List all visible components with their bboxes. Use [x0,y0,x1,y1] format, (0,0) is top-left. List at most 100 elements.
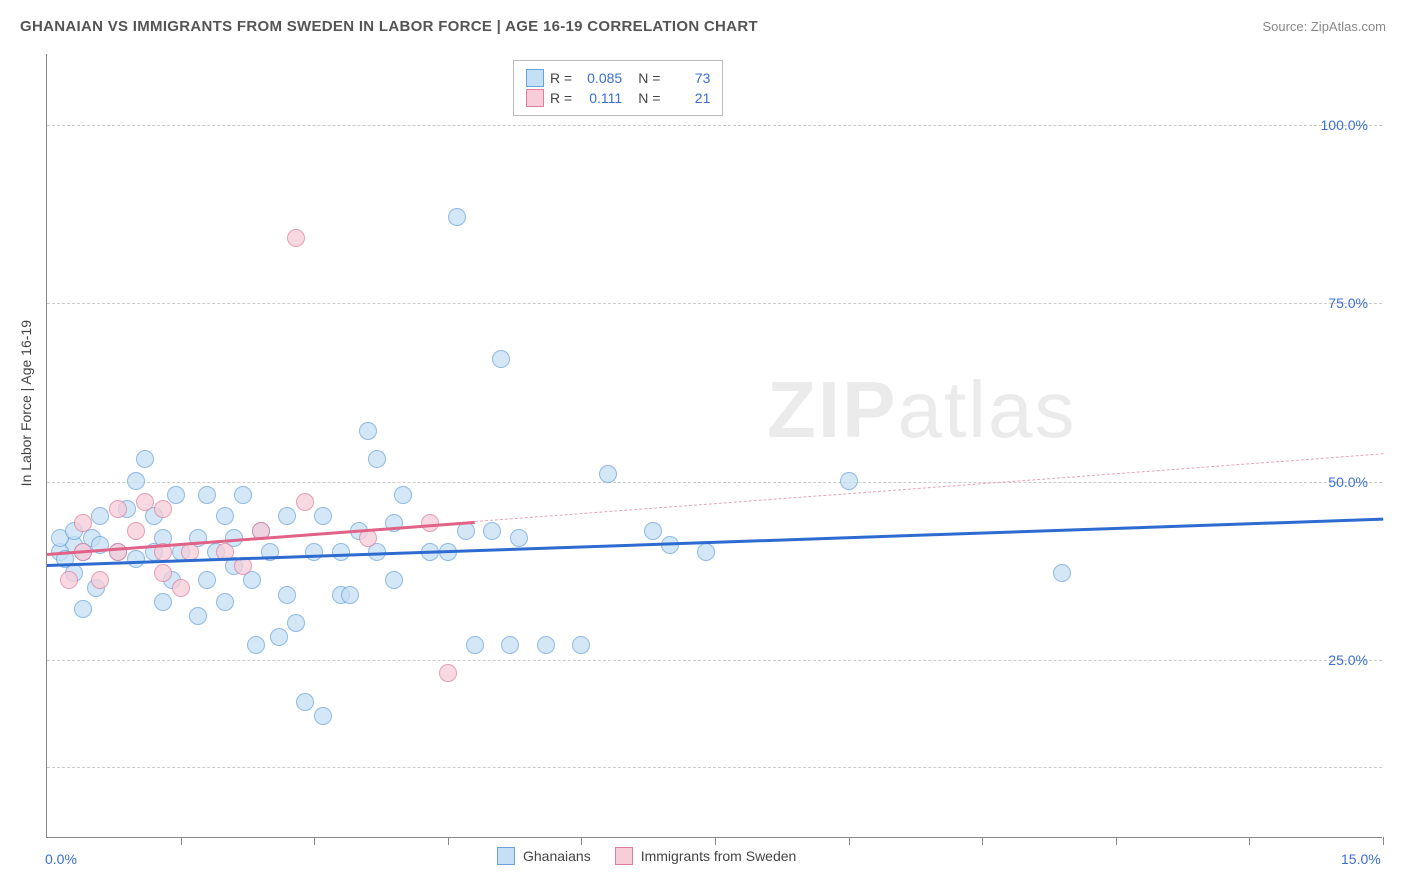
scatter-point [198,486,216,504]
scatter-point [1053,564,1071,582]
scatter-point [136,450,154,468]
scatter-point [74,600,92,618]
x-tick-label: 0.0% [45,851,77,867]
gridline [47,660,1382,661]
scatter-point [234,486,252,504]
scatter-point [394,486,412,504]
scatter-point [599,465,617,483]
n-value-0: 73 [666,70,710,86]
scatter-point [296,493,314,511]
scatter-point [154,564,172,582]
n-value-1: 21 [666,90,710,106]
x-tick-mark [982,837,983,845]
scatter-point [167,486,185,504]
chart-container: GHANAIAN VS IMMIGRANTS FROM SWEDEN IN LA… [0,0,1406,892]
watermark-bold: ZIP [767,365,897,454]
x-tick-mark [581,837,582,845]
scatter-point [314,507,332,525]
x-tick-mark [1249,837,1250,845]
scatter-point [341,586,359,604]
r-label-1: R = [550,90,572,106]
scatter-point [483,522,501,540]
gridline [47,767,1382,768]
plot-area: ZIPatlas R = 0.085 N = 73 R = 0.111 N = … [46,54,1382,838]
scatter-point [247,636,265,654]
x-tick-mark [1383,837,1384,845]
x-tick-mark [448,837,449,845]
scatter-point [74,514,92,532]
n-label-0: N = [638,70,660,86]
scatter-point [368,450,386,468]
legend-swatch-sweden-bottom [615,847,633,865]
legend-label-sweden: Immigrants from Sweden [641,848,797,864]
watermark: ZIPatlas [767,364,1076,456]
source-label: Source: ZipAtlas.com [1262,19,1386,34]
scatter-point [439,664,457,682]
scatter-point [385,571,403,589]
legend-stats-row-0: R = 0.085 N = 73 [526,69,710,87]
scatter-point [270,628,288,646]
scatter-point [314,707,332,725]
scatter-point [278,507,296,525]
scatter-point [91,571,109,589]
y-tick-label: 25.0% [1328,652,1368,668]
legend-item-sweden: Immigrants from Sweden [615,847,797,865]
scatter-point [154,593,172,611]
legend-swatch-ghanaians [526,69,544,87]
watermark-light: atlas [897,365,1076,454]
gridline [47,482,1382,483]
scatter-point [278,586,296,604]
y-tick-label: 50.0% [1328,474,1368,490]
scatter-point [466,636,484,654]
legend-swatch-ghanaians-bottom [497,847,515,865]
scatter-point [216,593,234,611]
scatter-point [136,493,154,511]
legend-series: Ghanaians Immigrants from Sweden [497,847,796,865]
scatter-point [840,472,858,490]
x-tick-label: 15.0% [1341,851,1381,867]
scatter-point [287,229,305,247]
x-tick-mark [715,837,716,845]
r-value-1: 0.111 [578,90,622,106]
r-label-0: R = [550,70,572,86]
r-value-0: 0.085 [578,70,622,86]
legend-stats-row-1: R = 0.111 N = 21 [526,89,710,107]
scatter-point [492,350,510,368]
x-tick-mark [181,837,182,845]
scatter-point [332,543,350,561]
scatter-point [172,579,190,597]
x-tick-mark [849,837,850,845]
scatter-point [127,472,145,490]
scatter-point [216,507,234,525]
x-tick-mark [314,837,315,845]
regression-line [474,453,1383,522]
scatter-point [510,529,528,547]
scatter-point [91,507,109,525]
scatter-point [109,543,127,561]
scatter-point [127,550,145,568]
chart-title: GHANAIAN VS IMMIGRANTS FROM SWEDEN IN LA… [20,18,758,35]
scatter-point [572,636,590,654]
scatter-point [189,607,207,625]
legend-item-ghanaians: Ghanaians [497,847,591,865]
y-tick-label: 75.0% [1328,295,1368,311]
scatter-point [154,500,172,518]
scatter-point [60,571,78,589]
regression-line [47,517,1383,566]
legend-swatch-sweden [526,89,544,107]
gridline [47,125,1382,126]
gridline [47,303,1382,304]
scatter-point [287,614,305,632]
legend-stats: R = 0.085 N = 73 R = 0.111 N = 21 [513,60,723,116]
y-axis-label: In Labor Force | Age 16-19 [18,320,34,486]
n-label-1: N = [638,90,660,106]
scatter-point [127,522,145,540]
scatter-point [448,208,466,226]
scatter-point [644,522,662,540]
scatter-point [537,636,555,654]
scatter-point [305,543,323,561]
legend-label-ghanaians: Ghanaians [523,848,591,864]
scatter-point [109,500,127,518]
scatter-point [359,422,377,440]
y-tick-label: 100.0% [1321,117,1368,133]
